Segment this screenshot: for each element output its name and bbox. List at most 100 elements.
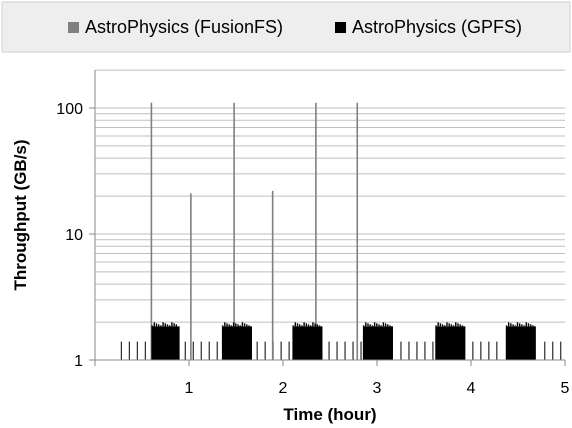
gpfs-burst-edge	[441, 324, 444, 327]
x-tick-label: 1	[185, 380, 194, 397]
gpfs-burst-edge	[512, 324, 514, 327]
gpfs-burst-edge	[162, 322, 164, 327]
gpfs-burst-edge	[318, 325, 321, 327]
gpfs-burst-edge	[230, 325, 233, 327]
y-tick-label: 1	[74, 353, 83, 370]
gpfs-burst-edge	[435, 325, 437, 327]
gpfs-burst	[362, 326, 393, 360]
gpfs-burst-edge	[171, 322, 173, 327]
gpfs-burst-edge	[241, 322, 244, 327]
gpfs-burst-edge	[237, 324, 239, 327]
gpfs-burst-edge	[527, 323, 530, 327]
gpfs-burst	[221, 326, 252, 360]
gpfs-burst-edge	[169, 325, 171, 327]
x-tick-label: 5	[561, 380, 570, 397]
grid-lines	[95, 69, 565, 323]
gpfs-burst-edge	[518, 323, 521, 327]
gpfs-burst-edge	[455, 322, 457, 327]
gpfs-burst-edge	[461, 325, 464, 327]
gpfs-burst-edge	[444, 325, 446, 327]
gpfs-burst-edge	[299, 324, 301, 327]
gpfs-burst-edge	[303, 322, 305, 327]
legend-box	[1, 1, 571, 53]
gpfs-burst-edge	[243, 323, 246, 327]
gpfs-burst-edge	[224, 322, 226, 327]
gpfs-burst-edge	[382, 322, 385, 327]
legend-swatch-gpfs	[335, 22, 346, 33]
gpfs-burst-edge	[446, 322, 448, 327]
x-axis-title: Time (hour)	[283, 405, 376, 424]
gpfs-burst-edge	[532, 325, 534, 327]
gpfs-burst-edge	[505, 325, 508, 327]
gpfs-burst-edge	[314, 323, 316, 327]
gpfs-burst-edge	[365, 322, 367, 327]
gpfs-burst-edge	[378, 324, 380, 327]
x-tick-label: 4	[467, 380, 476, 397]
gpfs-burst-edge	[175, 324, 177, 327]
gpfs-burst-edge	[452, 325, 455, 327]
gpfs-burst-edge	[221, 325, 224, 327]
gpfs-burst-edge	[387, 324, 389, 327]
gpfs-burst-edge	[457, 323, 459, 327]
gpfs-burst-edge	[371, 325, 374, 327]
gpfs-burst-edge	[510, 323, 512, 327]
gpfs-burst-edge	[155, 323, 158, 327]
gpfs-burst-edge	[529, 324, 532, 327]
gpfs-burst-edge	[294, 322, 296, 327]
legend: AstroPhysics (FusionFS) AstroPhysics (GP…	[1, 1, 571, 53]
gpfs-burst-edge	[235, 323, 237, 327]
gpfs-burst-edge	[158, 324, 160, 327]
gpfs-burst-edge	[312, 322, 314, 327]
y-tick-label: 100	[56, 101, 83, 118]
gpfs-burst-edge	[160, 325, 162, 327]
gpfs-burst-edge	[367, 323, 369, 327]
gpfs-burst-edge	[153, 322, 155, 327]
gpfs-burst-edge	[437, 322, 439, 327]
gpfs-burst-edge	[246, 324, 248, 327]
gpfs-burst	[505, 326, 536, 360]
x-tick-label: 2	[279, 380, 288, 397]
gpfs-burst-edge	[310, 325, 312, 327]
x-axis-ticks: 1 2 3 4 5	[94, 360, 570, 397]
gpfs-burst-edge	[239, 325, 241, 327]
gpfs-burst-edge	[507, 322, 510, 327]
gpfs-burst-edge	[384, 323, 387, 327]
gpfs-burst-edge	[459, 324, 461, 327]
y-axis-title: Throughput (GB/s)	[11, 139, 30, 290]
gpfs-burst-edge	[525, 322, 527, 327]
gpfs-burst-edge	[248, 325, 250, 327]
gpfs-burst-edge	[296, 323, 299, 327]
fusionfs-series	[150, 102, 359, 360]
gpfs-burst-edge	[151, 325, 153, 327]
gpfs-burst-edge	[173, 323, 175, 327]
y-tick-label: 10	[65, 227, 83, 244]
legend-label-fusionfs: AstroPhysics (FusionFS)	[85, 17, 283, 37]
gpfs-burst-edge	[523, 325, 525, 327]
gpfs-burst-edge	[166, 324, 169, 327]
gpfs-burst-edge	[439, 323, 442, 327]
gpfs-burst-edge	[448, 323, 450, 327]
legend-swatch-fusionfs	[68, 22, 79, 33]
gpfs-burst-edge	[292, 325, 294, 327]
gpfs-burst-edge	[232, 322, 235, 327]
gpfs-series	[151, 322, 536, 360]
x-tick-label: 3	[373, 380, 382, 397]
gpfs-burst	[151, 326, 180, 360]
gpfs-burst-edge	[305, 323, 307, 327]
gpfs-burst-edge	[389, 325, 391, 327]
gpfs-burst	[292, 326, 323, 360]
gpfs-burst-edge	[369, 324, 371, 327]
gpfs-burst-edge	[376, 323, 378, 327]
gpfs-burst-edge	[373, 322, 376, 327]
gpfs-burst-edge	[316, 324, 318, 327]
gpfs-burst-edge	[226, 323, 228, 327]
gpfs-burst-edge	[514, 325, 516, 327]
gpfs-burst-edge	[164, 323, 166, 327]
gpfs-background-pulses	[120, 341, 562, 360]
y-axis-ticks: 1 10 100	[56, 101, 95, 370]
gpfs-burst	[435, 326, 466, 360]
gpfs-burst-edge	[301, 325, 303, 327]
